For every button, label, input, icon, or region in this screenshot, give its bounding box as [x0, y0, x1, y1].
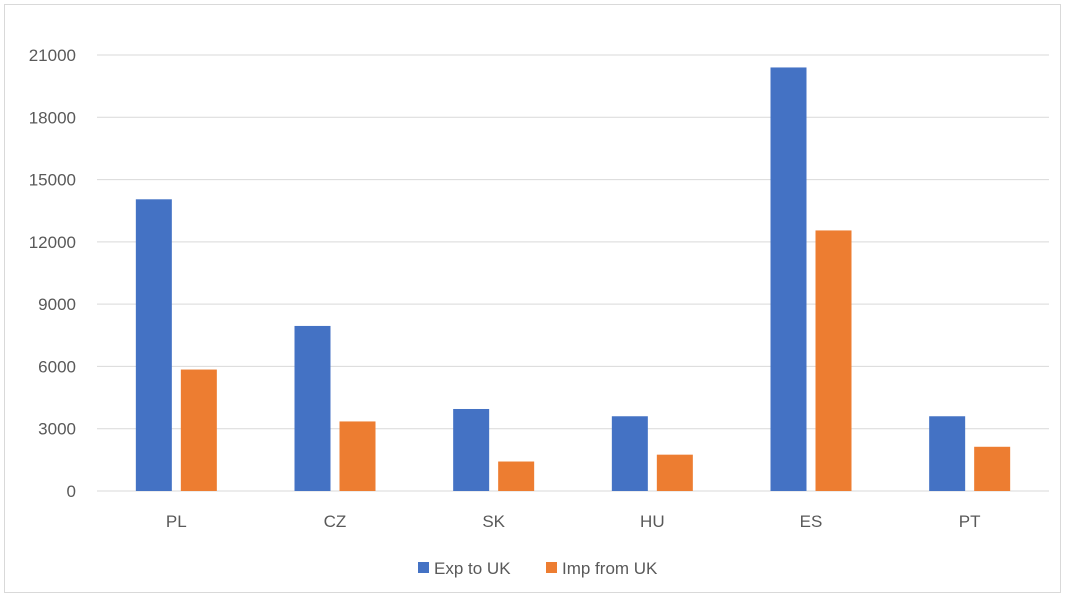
y-tick-label: 18000 [29, 108, 76, 127]
bar-hu-imp [656, 454, 693, 491]
bars [135, 67, 1011, 492]
x-tick-label: ES [800, 512, 823, 531]
bar-es-exp [770, 67, 807, 491]
y-tick-label: 9000 [38, 295, 76, 314]
y-tick-label: 6000 [38, 357, 76, 376]
bar-sk-imp [498, 461, 535, 491]
bar-pt-exp [929, 416, 966, 491]
legend: Exp to UK Imp from UK [418, 559, 658, 578]
y-tick-label: 21000 [29, 46, 76, 65]
bar-cz-imp [339, 421, 376, 491]
y-tick-label: 15000 [29, 171, 76, 190]
bar-es-imp [815, 230, 852, 491]
legend-label: Exp to UK [434, 559, 511, 578]
legend-label: Imp from UK [562, 559, 658, 578]
bar-cz-exp [294, 325, 331, 491]
bar-pl-exp [135, 199, 172, 492]
x-axis-tick-labels: PL CZ SK HU ES PT [166, 512, 981, 531]
x-tick-label: PL [166, 512, 187, 531]
y-tick-label: 3000 [38, 420, 76, 439]
gridlines [97, 54, 1049, 492]
x-tick-label: CZ [324, 512, 347, 531]
y-tick-label: 12000 [29, 233, 76, 252]
legend-swatch [418, 562, 429, 573]
x-tick-label: PT [959, 512, 981, 531]
y-tick-label: 0 [67, 482, 76, 501]
x-tick-label: HU [640, 512, 665, 531]
bar-pt-imp [974, 446, 1011, 491]
y-axis-tick-labels: 0 3000 6000 9000 12000 15000 18000 21000 [29, 46, 76, 501]
legend-swatch [546, 562, 557, 573]
bar-sk-exp [453, 408, 490, 491]
bar-pl-imp [180, 369, 217, 491]
chart-area [4, 4, 1061, 593]
bar-hu-exp [611, 416, 648, 491]
x-tick-label: SK [482, 512, 505, 531]
